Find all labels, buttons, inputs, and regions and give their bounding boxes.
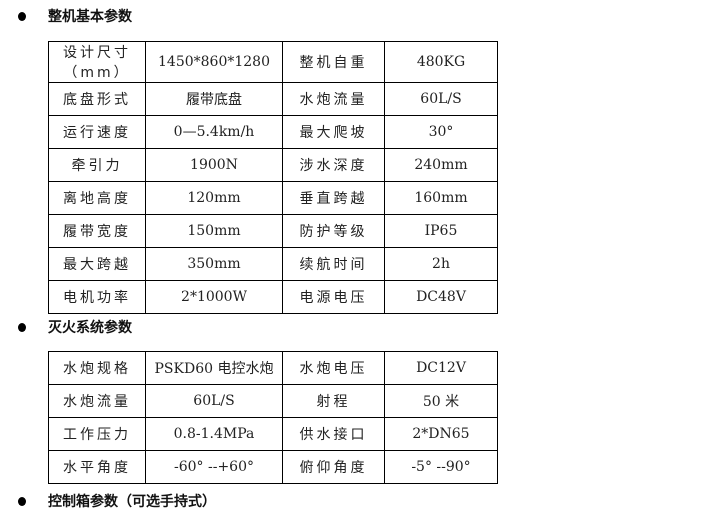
- param-value: 1900N: [145, 148, 283, 182]
- section-heading-fire: 灭火系统参数: [18, 317, 132, 337]
- param-label: 水炮流量: [48, 384, 146, 418]
- param-label: 电源电压: [282, 280, 385, 314]
- bullet-icon: [18, 11, 26, 21]
- param-label: 运行速度: [48, 115, 146, 149]
- section-title: 控制箱参数（可选手持式）: [48, 494, 216, 510]
- param-label: 涉水深度: [282, 148, 385, 182]
- param-label: 防护等级: [282, 214, 385, 248]
- param-label: 水炮流量: [282, 82, 385, 116]
- param-value: 履带底盘: [145, 82, 283, 116]
- param-value: DC48V: [384, 280, 498, 314]
- param-label: 履带宽度: [48, 214, 146, 248]
- param-label: 最大跨越: [48, 247, 146, 281]
- param-label: 供水接口: [282, 417, 385, 451]
- param-label: 水炮规格: [48, 351, 146, 385]
- basic-params-table: 设计尺寸（mm） 1450*860*1280 整机自重 480KG 底盘形式 履带底盘 水炮…: [48, 41, 498, 314]
- param-label: 设计尺寸（mm）: [48, 41, 146, 83]
- param-value: 1450*860*1280: [145, 41, 283, 83]
- fire-system-table: 水炮规格 PSKD60 电控水炮 水炮电压 DC12V 水炮流量 60L/S 射程 50 米工…: [48, 351, 498, 484]
- param-label: 整机自重: [282, 41, 385, 83]
- param-label: 电机功率: [48, 280, 146, 314]
- section-title: 灭火系统参数: [48, 320, 132, 336]
- param-value: IP65: [384, 214, 498, 248]
- param-value: 0—5.4km/h: [145, 115, 283, 149]
- param-label: 最大爬坡: [282, 115, 385, 149]
- param-value: 30°: [384, 115, 498, 149]
- table-row: 牵引力 1900N 涉水深度 240mm: [48, 148, 498, 182]
- section-heading-basic: 整机基本参数: [18, 6, 132, 26]
- param-value: -60° --+60°: [145, 450, 283, 484]
- param-label: 水平角度: [48, 450, 146, 484]
- param-label: 牵引力: [48, 148, 146, 182]
- param-value: 0.8-1.4MPa: [145, 417, 283, 451]
- param-label: 工作压力: [48, 417, 146, 451]
- param-value: 2*1000W: [145, 280, 283, 314]
- param-value: PSKD60 电控水炮: [145, 351, 283, 385]
- param-value: DC12V: [384, 351, 498, 385]
- table-row: 水平角度 -60° --+60° 俯仰角度 -5° --90°: [48, 450, 498, 484]
- param-value: 50 米: [384, 384, 498, 418]
- param-label: 射程: [282, 384, 385, 418]
- table-row: 水炮流量 60L/S 射程 50 米: [48, 384, 498, 418]
- param-value: 120mm: [145, 181, 283, 215]
- bullet-icon: [18, 496, 26, 506]
- table-row: 水炮规格 PSKD60 电控水炮 水炮电压 DC12V: [48, 351, 498, 385]
- param-value: -5° --90°: [384, 450, 498, 484]
- param-value: 2h: [384, 247, 498, 281]
- table-row: 电机功率 2*1000W 电源电压 DC48V: [48, 280, 498, 314]
- param-value: 240mm: [384, 148, 498, 182]
- param-label: 离地高度: [48, 181, 146, 215]
- param-value: 60L/S: [145, 384, 283, 418]
- table-row: 履带宽度 150mm 防护等级 IP65: [48, 214, 498, 248]
- table-row: 最大跨越 350mm 续航时间 2h: [48, 247, 498, 281]
- bullet-icon: [18, 322, 26, 332]
- table-row: 工作压力 0.8-1.4MPa 供水接口 2*DN65: [48, 417, 498, 451]
- param-value: 2*DN65: [384, 417, 498, 451]
- table-row: 设计尺寸（mm） 1450*860*1280 整机自重 480KG: [48, 41, 498, 83]
- table-row: 运行速度 0—5.4km/h 最大爬坡 30°: [48, 115, 498, 149]
- param-label: 俯仰角度: [282, 450, 385, 484]
- table-row: 离地高度 120mm 垂直跨越 160mm: [48, 181, 498, 215]
- section-heading-control: 控制箱参数（可选手持式）: [18, 491, 216, 511]
- param-value: 480KG: [384, 41, 498, 83]
- param-value: 160mm: [384, 181, 498, 215]
- param-label: 底盘形式: [48, 82, 146, 116]
- param-value: 60L/S: [384, 82, 498, 116]
- param-value: 150mm: [145, 214, 283, 248]
- table-row: 底盘形式 履带底盘 水炮流量 60L/S: [48, 82, 498, 116]
- param-label: 垂直跨越: [282, 181, 385, 215]
- param-label: 续航时间: [282, 247, 385, 281]
- param-value: 350mm: [145, 247, 283, 281]
- section-title: 整机基本参数: [48, 9, 132, 25]
- param-label: 水炮电压: [282, 351, 385, 385]
